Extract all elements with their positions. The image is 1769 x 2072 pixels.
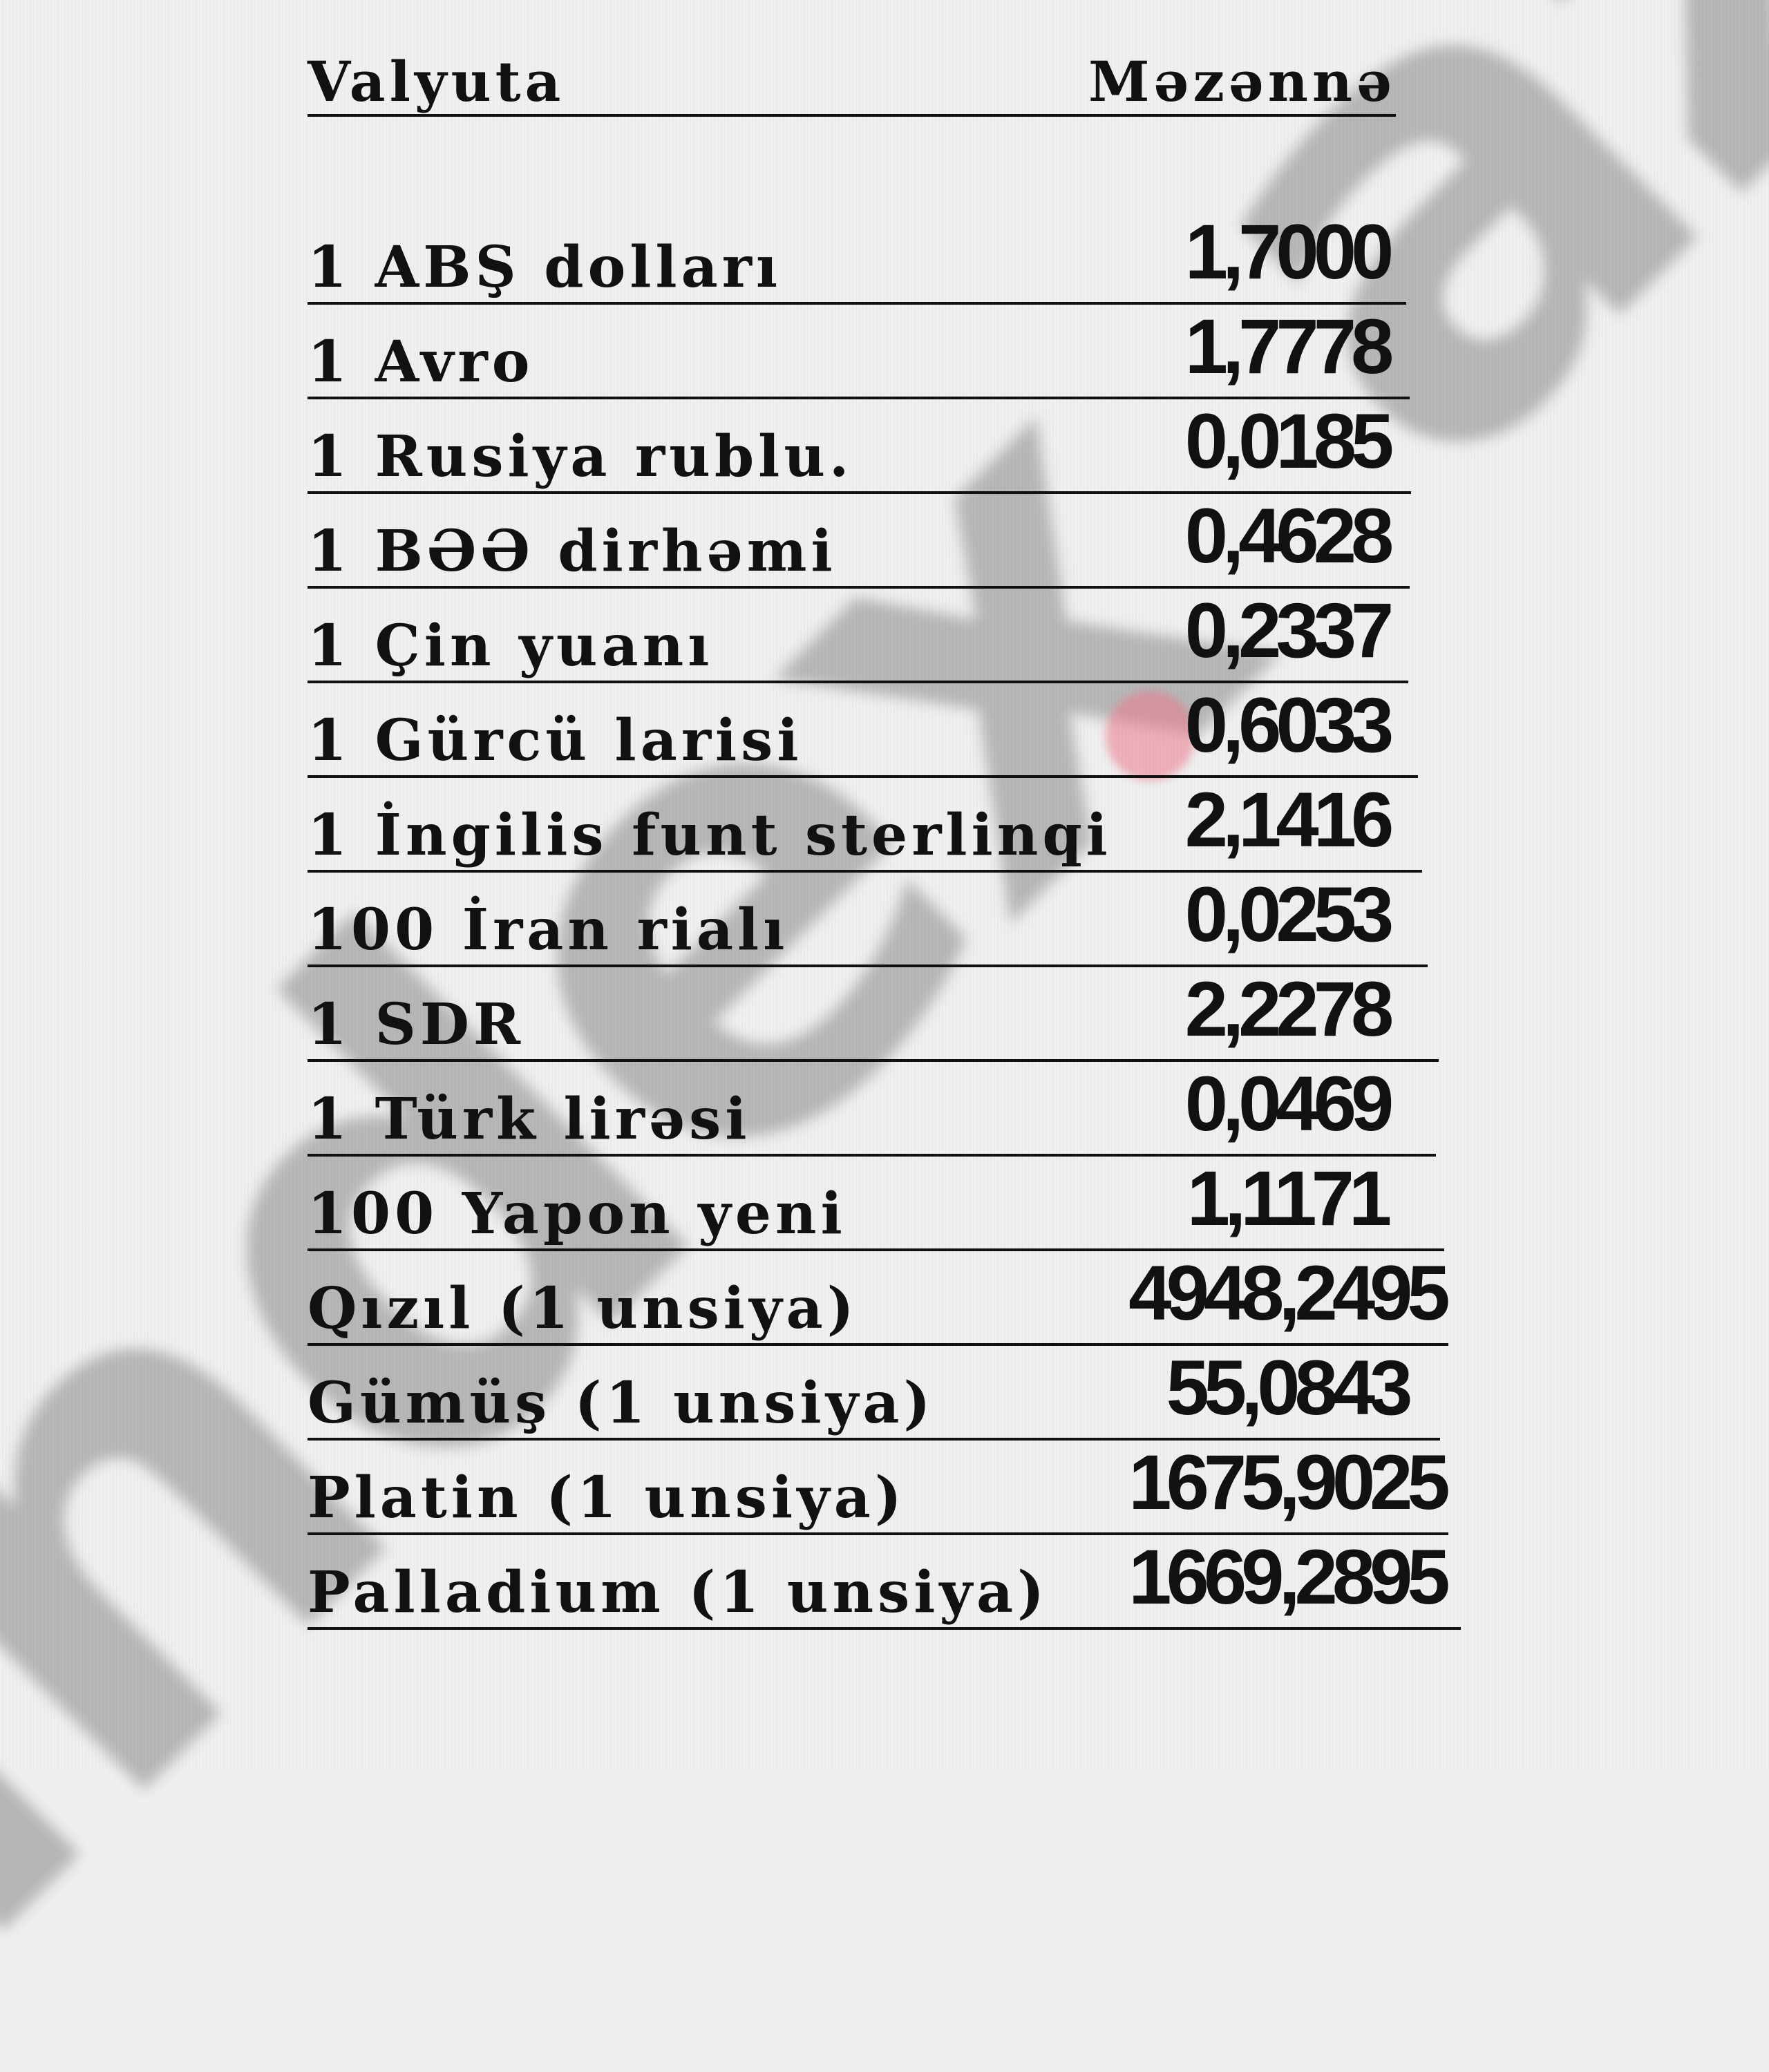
table-row: 1 SDR 2,2278 <box>308 964 1439 1062</box>
rate-value: 0,4628 <box>1184 493 1394 579</box>
rate-value: 1675,9025 <box>1128 1439 1450 1526</box>
table-row: 1 Gürcü larisi 0,6033 <box>308 681 1418 778</box>
currency-label: Platin (1 unsiya) <box>308 1465 906 1531</box>
column-header-rate: Məzənnə <box>1088 49 1396 114</box>
table-row: 1 Rusiya rublu. 0,0185 <box>308 397 1411 494</box>
rate-value: 0,0185 <box>1184 398 1394 484</box>
table-row: 1 İngilis funt sterlinqi 2,1416 <box>308 775 1422 873</box>
rate-value: 1,7778 <box>1184 303 1394 390</box>
rate-value: 0,0469 <box>1184 1061 1394 1147</box>
currency-label: Gümüş (1 unsiya) <box>308 1370 935 1436</box>
rate-value: 2,2278 <box>1184 966 1394 1052</box>
currency-label: Palladium (1 unsiya) <box>308 1559 1048 1626</box>
currency-label: 1 Avro <box>308 329 534 395</box>
currency-label: 1 Rusiya rublu. <box>308 424 853 490</box>
currency-label: 100 Yapon yeni <box>308 1181 846 1247</box>
table-row: 1 Türk lirəsi 0,0469 <box>308 1059 1436 1157</box>
rate-value: 55,0843 <box>1166 1344 1413 1431</box>
table-row: 1 ABŞ dolları 1,7000 <box>308 207 1406 305</box>
currency-label: 100 İran rialı <box>308 897 789 963</box>
table-row: 1 Çin yuanı 0,2337 <box>308 586 1408 683</box>
currency-label: 1 Türk lirəsi <box>308 1086 751 1152</box>
table-row: Qızıl (1 unsiya) 4948,2495 <box>308 1248 1450 1346</box>
currency-label: 1 Çin yuanı <box>308 613 714 679</box>
rate-value: 2,1416 <box>1184 777 1394 863</box>
table-row: 1 Avro 1,7778 <box>308 302 1410 399</box>
table-row: Palladium (1 unsiya) 1669,2895 <box>308 1532 1461 1630</box>
rate-value: 0,6033 <box>1184 682 1394 768</box>
paper-background <box>0 0 1769 1769</box>
rate-value: 0,0253 <box>1184 871 1394 958</box>
column-header-currency: Valyuta <box>308 49 565 114</box>
rate-value: 0,2337 <box>1184 587 1394 674</box>
currency-label: 1 Gürcü larisi <box>308 707 803 774</box>
table-row: 100 İran rialı 0,0253 <box>308 870 1428 967</box>
rate-value: 1,7000 <box>1184 209 1394 295</box>
currency-label: 1 İngilis funt sterlinqi <box>308 802 1112 868</box>
currency-label: 1 BƏƏ dirhəmi <box>308 518 837 584</box>
watermark-dot <box>1106 691 1195 781</box>
currency-label: 1 ABŞ dolları <box>308 234 782 301</box>
currency-label: 1 SDR <box>308 991 525 1058</box>
table-row: 100 Yapon yeni 1,1171 <box>308 1154 1444 1251</box>
table-row: Platin (1 unsiya) 1675,9025 <box>308 1438 1450 1535</box>
rate-value: 4948,2495 <box>1128 1250 1450 1336</box>
currency-label: Qızıl (1 unsiya) <box>308 1275 858 1342</box>
table-header: Valyuta Məzənnə <box>308 48 1396 117</box>
table-row: Gümüş (1 unsiya) 55,0843 <box>308 1343 1440 1441</box>
rate-value: 1669,2895 <box>1128 1534 1450 1620</box>
rate-value: 1,1171 <box>1186 1155 1392 1242</box>
table-row: 1 BƏƏ dirhəmi 0,4628 <box>308 491 1410 589</box>
